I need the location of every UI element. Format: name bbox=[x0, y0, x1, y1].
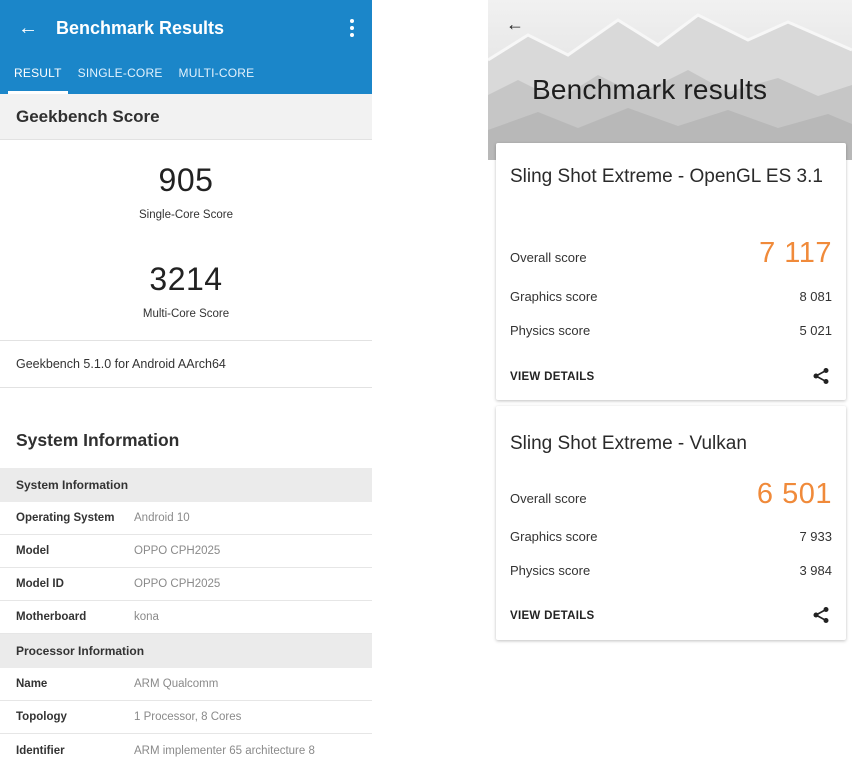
geekbench-screen: ← Benchmark Results RESULT SINGLE-CORE M… bbox=[0, 0, 372, 774]
back-arrow-icon[interactable]: ← bbox=[506, 14, 524, 34]
row-value: 1 Processor, 8 Cores bbox=[134, 711, 242, 723]
view-details-button[interactable]: VIEW DETAILS bbox=[510, 371, 595, 383]
physics-score-label: Physics score bbox=[510, 323, 591, 338]
table-row: Model ID OPPO CPH2025 bbox=[0, 568, 372, 601]
row-key: Model bbox=[16, 545, 50, 557]
single-core-block: 905 Single-Core Score bbox=[0, 162, 372, 221]
overall-score-row: Overall score 6 501 bbox=[510, 478, 832, 511]
row-key: Identifier bbox=[16, 744, 65, 757]
graphics-score-row: Graphics score 8 081 bbox=[510, 289, 832, 304]
row-key: Motherboard bbox=[16, 611, 87, 623]
processor-information-group: Processor Information bbox=[0, 634, 372, 668]
multi-core-label: Multi-Core Score bbox=[142, 308, 230, 320]
result-card-opengl: Sling Shot Extreme - OpenGL ES 3.1 Overa… bbox=[496, 143, 846, 400]
overall-score-label: Overall score bbox=[510, 491, 587, 506]
graphics-score-label: Graphics score bbox=[510, 529, 598, 544]
result-card-vulkan: Sling Shot Extreme - Vulkan Overall scor… bbox=[496, 406, 846, 640]
row-key: Name bbox=[16, 678, 48, 690]
multi-core-score: 3214 bbox=[149, 261, 223, 297]
table-row: Operating System Android 10 bbox=[0, 502, 372, 535]
tab-result[interactable]: RESULT bbox=[8, 66, 68, 94]
overall-score-row: Overall score 7 117 bbox=[510, 237, 832, 270]
graphics-score-value: 8 081 bbox=[799, 289, 832, 304]
system-information-group: System Information bbox=[0, 468, 372, 502]
system-information-title: System Information bbox=[16, 429, 180, 450]
multi-core-block: 3214 Multi-Core Score bbox=[0, 261, 372, 320]
app-bar: ← Benchmark Results bbox=[0, 0, 372, 56]
card-title: Sling Shot Extreme - OpenGL ES 3.1 bbox=[510, 166, 823, 187]
overall-score-value: 6 501 bbox=[756, 478, 832, 510]
row-value: Android 10 bbox=[134, 512, 190, 524]
tab-bar: RESULT SINGLE-CORE MULTI-CORE bbox=[0, 56, 372, 94]
page-title: Benchmark results bbox=[532, 74, 768, 105]
overall-score-value: 7 117 bbox=[759, 237, 832, 269]
card-title: Sling Shot Extreme - Vulkan bbox=[510, 433, 747, 454]
table-row: Motherboard kona bbox=[0, 601, 372, 634]
table-row: Name ARM Qualcomm bbox=[0, 668, 372, 701]
tab-single-core[interactable]: SINGLE-CORE bbox=[77, 66, 163, 80]
row-value: kona bbox=[134, 611, 159, 623]
mountain-artwork bbox=[488, 13, 852, 160]
row-value: OPPO CPH2025 bbox=[134, 545, 221, 557]
row-value: OPPO CPH2025 bbox=[134, 578, 221, 590]
row-value: ARM implementer 65 architecture 8 bbox=[134, 744, 315, 757]
more-options-icon[interactable] bbox=[344, 19, 360, 37]
row-value: ARM Qualcomm bbox=[134, 678, 219, 690]
table-row: Model OPPO CPH2025 bbox=[0, 535, 372, 568]
back-arrow-icon[interactable]: ← bbox=[18, 16, 38, 39]
share-icon[interactable] bbox=[812, 367, 830, 385]
graphics-score-row: Graphics score 7 933 bbox=[510, 529, 832, 544]
row-key: Operating System bbox=[16, 512, 115, 524]
row-key: Topology bbox=[16, 711, 67, 723]
score-section-title: Geekbench Score bbox=[0, 94, 372, 140]
header-artwork bbox=[488, 0, 852, 160]
graphics-score-label: Graphics score bbox=[510, 289, 598, 304]
3dmark-screen: ← Benchmark results Sling Shot Extreme -… bbox=[488, 0, 852, 774]
physics-score-label: Physics score bbox=[510, 563, 591, 578]
view-details-button[interactable]: VIEW DETAILS bbox=[510, 610, 595, 622]
row-key: Model ID bbox=[16, 578, 64, 590]
version-text: Geekbench 5.1.0 for Android AArch64 bbox=[0, 340, 372, 388]
physics-score-row: Physics score 5 021 bbox=[510, 323, 832, 338]
physics-score-row: Physics score 3 984 bbox=[510, 563, 832, 578]
graphics-score-value: 7 933 bbox=[799, 529, 832, 544]
single-core-score: 905 bbox=[158, 162, 214, 198]
table-row: Topology 1 Processor, 8 Cores bbox=[0, 701, 372, 734]
physics-score-value: 5 021 bbox=[799, 323, 832, 338]
tab-multi-core[interactable]: MULTI-CORE bbox=[178, 66, 255, 80]
share-icon[interactable] bbox=[812, 606, 830, 624]
physics-score-value: 3 984 bbox=[799, 563, 832, 578]
overall-score-label: Overall score bbox=[510, 250, 587, 265]
app-bar-title: Benchmark Results bbox=[56, 17, 225, 38]
single-core-label: Single-Core Score bbox=[139, 209, 233, 221]
table-row: Identifier ARM implementer 65 architectu… bbox=[0, 734, 372, 767]
